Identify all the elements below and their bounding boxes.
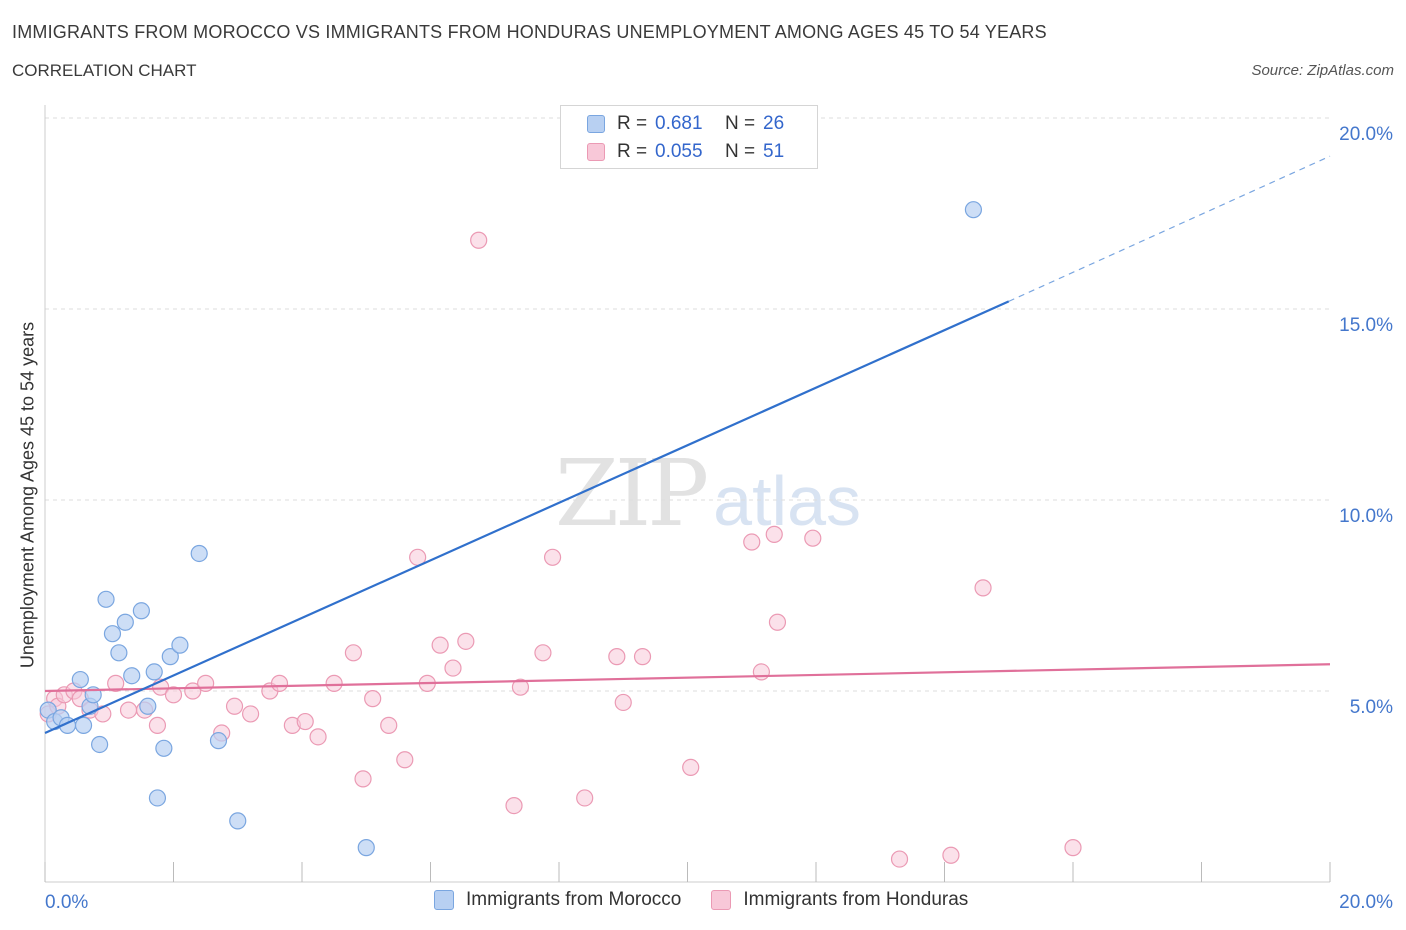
morocco-point xyxy=(97,590,115,608)
honduras-point xyxy=(164,686,183,704)
legend-n-label: N = xyxy=(725,141,756,162)
legend-row-morocco: R = 0.681 N = 26 xyxy=(587,112,784,136)
chart-title: IMMIGRANTS FROM MOROCCO VS IMMIGRANTS FR… xyxy=(12,22,1047,42)
series-swatch-honduras xyxy=(711,890,732,910)
morocco-point xyxy=(171,636,189,654)
honduras-point xyxy=(505,796,523,815)
morocco-point xyxy=(145,663,163,681)
morocco-point xyxy=(110,644,128,662)
morocco-point xyxy=(964,201,983,219)
honduras-point xyxy=(197,674,215,692)
y-tick-label: 15.0% xyxy=(1339,315,1393,336)
morocco-trend-extension xyxy=(1008,155,1331,302)
legend-n-value: 51 xyxy=(763,141,785,162)
series-swatch-morocco xyxy=(434,890,454,910)
honduras-point xyxy=(242,705,260,723)
legend-n-label: N = xyxy=(725,113,756,134)
x-tick-label: 0.0% xyxy=(45,892,88,913)
morocco-point xyxy=(148,789,167,807)
honduras-point xyxy=(543,548,562,566)
y-tick-label: 10.0% xyxy=(1339,506,1393,527)
morocco-point xyxy=(357,839,375,857)
honduras-point xyxy=(682,758,700,777)
x-tick-label: 20.0% xyxy=(1339,892,1393,913)
legend-swatch-honduras xyxy=(587,143,605,161)
morocco-point xyxy=(229,812,247,830)
honduras-point xyxy=(576,789,594,807)
honduras-point xyxy=(344,644,362,662)
honduras-point xyxy=(148,716,167,734)
honduras-point xyxy=(890,850,909,868)
morocco-point xyxy=(123,667,141,685)
honduras-point xyxy=(431,636,449,654)
y-tick-label: 20.0% xyxy=(1339,124,1393,145)
honduras-point xyxy=(470,231,488,249)
honduras-point xyxy=(942,846,960,864)
morocco-trend-line xyxy=(44,300,1010,735)
honduras-point xyxy=(270,674,289,692)
morocco-point xyxy=(190,544,208,563)
series-legend: Immigrants from Morocco Immigrants from … xyxy=(434,889,998,911)
morocco-point xyxy=(209,732,228,750)
honduras-point xyxy=(309,728,327,746)
morocco-point xyxy=(116,613,134,631)
honduras-point xyxy=(354,770,372,788)
honduras-point xyxy=(107,674,125,692)
y-axis-label: Unemployment Among Ages 45 to 54 years xyxy=(17,321,38,669)
honduras-point xyxy=(768,613,787,631)
legend-r-value: 0.055 xyxy=(655,141,703,162)
morocco-point xyxy=(132,602,150,620)
honduras-point xyxy=(444,659,462,677)
honduras-point xyxy=(534,644,552,662)
series-legend-morocco[interactable]: Immigrants from Morocco xyxy=(434,889,681,911)
honduras-point xyxy=(743,533,761,551)
legend-n-value: 26 xyxy=(763,113,785,134)
source-credit: Source: ZipAtlas.com xyxy=(1251,62,1394,79)
y-tick-label: 5.0% xyxy=(1350,697,1393,718)
honduras-point xyxy=(119,701,138,719)
honduras-point xyxy=(633,648,652,666)
series-label-morocco: Immigrants from Morocco xyxy=(466,889,682,910)
honduras-point xyxy=(974,579,992,597)
morocco-point xyxy=(103,625,122,643)
honduras-point xyxy=(608,648,626,666)
honduras-point xyxy=(804,529,822,547)
morocco-point xyxy=(74,716,93,734)
stats-legend: R = 0.681 N = 26 R = 0.055 N = 51 xyxy=(560,105,818,169)
legend-row-honduras: R = 0.055 N = 51 xyxy=(587,140,784,164)
morocco-point xyxy=(155,739,173,757)
legend-swatch-morocco xyxy=(587,115,605,133)
honduras-point xyxy=(380,716,398,734)
series-legend-honduras[interactable]: Immigrants from Honduras xyxy=(711,889,968,911)
legend-r-value: 0.681 xyxy=(655,113,703,134)
legend-r-label: R = xyxy=(617,141,648,162)
honduras-point xyxy=(752,663,770,681)
honduras-trend-line xyxy=(44,663,1331,693)
honduras-point xyxy=(296,712,314,731)
morocco-point xyxy=(139,697,157,715)
honduras-point xyxy=(364,690,382,708)
honduras-point xyxy=(457,632,475,650)
honduras-point xyxy=(325,674,343,692)
honduras-point xyxy=(614,693,632,712)
morocco-point xyxy=(91,735,109,754)
honduras-point xyxy=(511,678,530,696)
honduras-point xyxy=(765,525,783,543)
morocco-point xyxy=(71,670,89,689)
series-label-honduras: Immigrants from Honduras xyxy=(743,889,969,910)
morocco-point xyxy=(161,648,179,666)
honduras-point xyxy=(396,751,414,769)
honduras-point xyxy=(225,697,244,715)
legend-r-label: R = xyxy=(617,113,648,134)
chart-subtitle: CORRELATION CHART xyxy=(12,61,197,80)
honduras-point xyxy=(1064,839,1082,857)
